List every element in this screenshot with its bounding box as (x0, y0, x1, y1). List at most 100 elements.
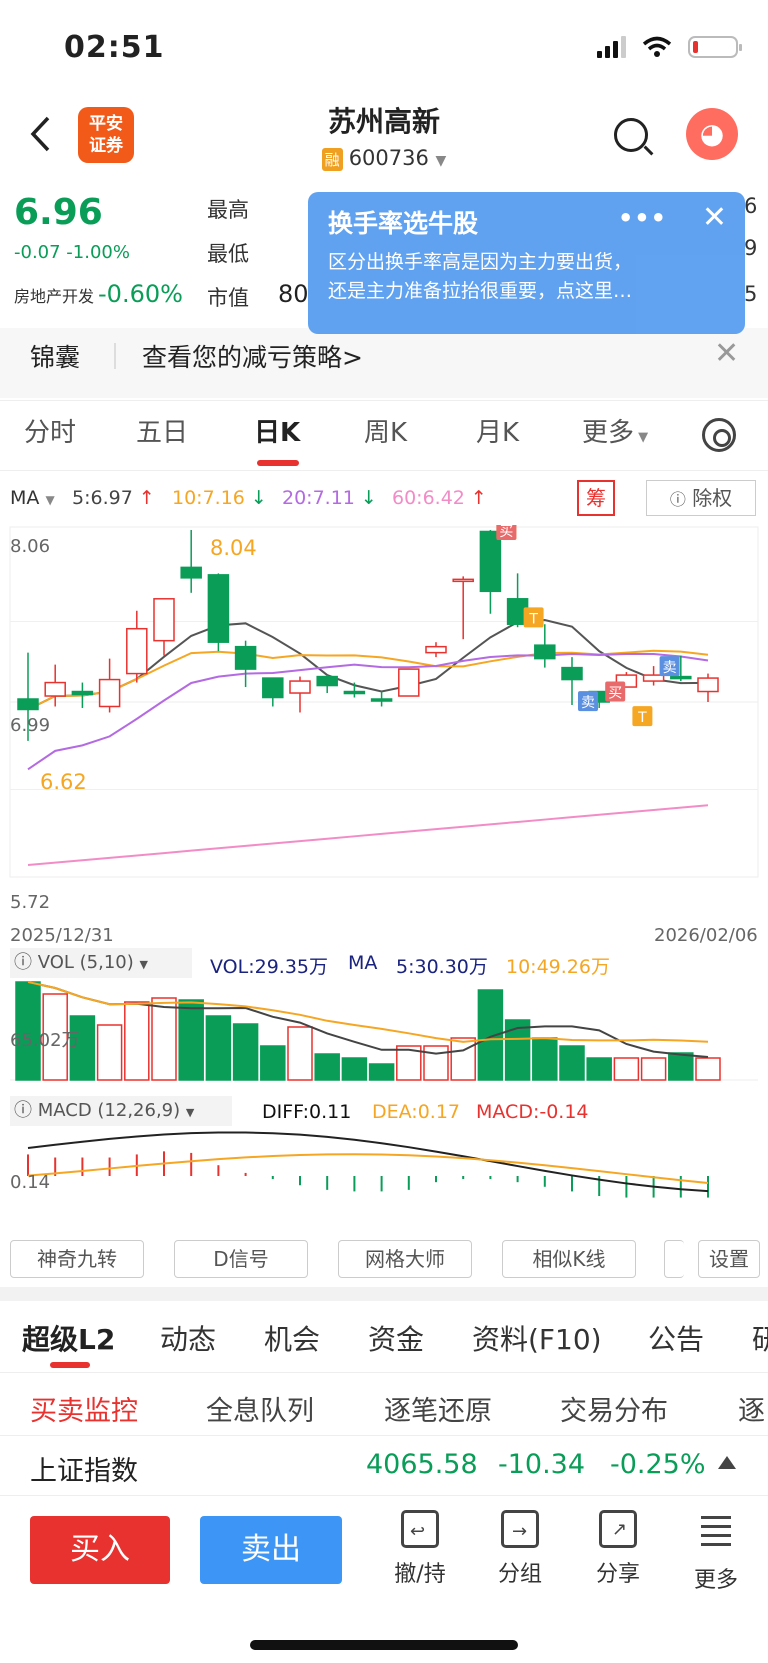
market-cap-value: 80 (278, 280, 309, 308)
sell-button[interactable]: 卖出 (200, 1516, 342, 1584)
tab-five-day[interactable]: 五日 (136, 418, 189, 448)
popup-body: 区分出换手率高是因为主力要出货， 还是主力准备拉抬很重要，点这里… (328, 251, 633, 302)
tab-weekly-k[interactable]: 周K (364, 418, 408, 448)
quote-edge-2: 9 (744, 236, 758, 260)
candlestick-chart[interactable]: TT买卖买T卖 (0, 525, 768, 925)
index-value: 4065.58 (366, 1449, 478, 1480)
cancel-hold-button[interactable]: ↩ 撤/持 (390, 1510, 450, 1588)
label-market-cap: 市值 (207, 286, 249, 310)
volume-bar (613, 1057, 640, 1081)
assistant-avatar[interactable]: ◕ (686, 108, 738, 160)
battery-icon (688, 36, 742, 58)
vol-indicator-selector[interactable]: ⓘ VOL (5,10) ▼ (10, 948, 192, 978)
candle-body (534, 644, 556, 660)
subtab-order-queue[interactable]: 全息队列 (206, 1396, 314, 1427)
macd-chart[interactable] (0, 1128, 768, 1232)
diff-line (27, 1131, 709, 1193)
date-end: 2026/02/06 (654, 925, 758, 946)
tool-partial[interactable] (664, 1240, 684, 1278)
subtab-bid-ask-monitor[interactable]: 买卖监控 (30, 1396, 138, 1427)
candle-body (126, 627, 148, 675)
tab-news[interactable]: 动态 (160, 1323, 217, 1356)
share-button[interactable]: ↗ 分享 (588, 1510, 648, 1588)
macd-indicator-selector[interactable]: ⓘ MACD (12,26,9) ▼ (10, 1096, 232, 1126)
tip-bar[interactable] (0, 328, 768, 398)
tab-f10[interactable]: 资料(F10) (472, 1323, 602, 1356)
volume-bar (423, 1045, 449, 1081)
more-button[interactable]: 更多 (686, 1510, 746, 1594)
volume-bar (314, 1053, 340, 1081)
turnover-popup[interactable]: 换手率选牛股 区分出换手率高是因为主力要出货， 还是主力准备拉抬很重要，点这里… … (308, 192, 745, 334)
candle-body (452, 578, 474, 583)
tip-close-icon[interactable]: ✕ (714, 336, 740, 371)
candle-body (262, 677, 284, 699)
volume-chart[interactable] (0, 980, 768, 1090)
macd-dea: DEA:0.17 (372, 1101, 461, 1123)
signal-badge (632, 706, 653, 727)
tool-grid-master[interactable]: 网格大师 (338, 1240, 472, 1278)
candle-body (98, 678, 121, 708)
ma20-value: 20:7.11 ↓ (282, 487, 377, 509)
subtab-trade-distribution[interactable]: 交易分布 (560, 1396, 668, 1427)
stock-code: 600736 (348, 146, 429, 170)
sector-change[interactable]: 房地产开发 -0.60% (14, 280, 183, 308)
index-name[interactable]: 上证指数 (30, 1456, 138, 1487)
candle-body (642, 674, 665, 682)
ma20-line (27, 652, 709, 771)
tab-announcements[interactable]: 公告 (648, 1323, 705, 1356)
stock-code-selector[interactable]: 融 600736 ▼ (0, 146, 768, 171)
tool-settings[interactable]: 设置 (698, 1240, 760, 1278)
subtab-tick-replay[interactable]: 逐笔还原 (384, 1396, 492, 1427)
ma-selector[interactable]: MA ▼ (10, 487, 55, 509)
caret-down-icon: ▼ (634, 430, 649, 445)
signal-badge (523, 607, 544, 628)
group-button[interactable]: → 分组 (490, 1510, 550, 1588)
volume-bar (205, 1015, 232, 1081)
vol-axis: 65.02万 (10, 1030, 80, 1051)
divider (0, 400, 768, 401)
ma60-line (27, 804, 709, 867)
tip-text[interactable]: 查看您的减亏策略> (142, 343, 363, 372)
signal-badge (659, 656, 680, 677)
tab-opportunity[interactable]: 机会 (264, 1323, 321, 1356)
buy-button[interactable]: 买入 (30, 1516, 170, 1584)
subtab-overflow[interactable]: 逐 (738, 1396, 765, 1427)
volume-bar (151, 997, 177, 1081)
chip-distribution-button[interactable]: 筹 (577, 480, 615, 516)
current-price: 6.96 (14, 192, 103, 233)
candle-body (17, 698, 39, 711)
volume-bar (532, 1037, 558, 1081)
candle-body (289, 680, 311, 694)
tab-funds[interactable]: 资金 (368, 1323, 425, 1356)
signal-icon (597, 36, 626, 58)
search-icon[interactable] (614, 118, 648, 152)
volume-bar (69, 1015, 96, 1081)
tab-more[interactable]: 更多 ▼ (582, 418, 649, 448)
candle-body (697, 677, 719, 693)
ex-rights-button[interactable]: ⓘ 除权 (646, 480, 756, 516)
popup-close-icon[interactable]: ✕ (701, 200, 727, 235)
volume-bar (15, 981, 41, 1081)
home-indicator (250, 1640, 518, 1650)
volume-bar (260, 1045, 286, 1081)
broker-logo[interactable]: 平安 证券 (78, 107, 134, 163)
popup-more-icon[interactable]: ••• (617, 204, 667, 232)
tool-d-signal[interactable]: D信号 (174, 1240, 308, 1278)
candle-body (153, 598, 175, 642)
volume-bar (640, 1057, 667, 1081)
tab-overflow[interactable]: 研 (752, 1323, 768, 1356)
tab-daily-k[interactable]: 日K (254, 418, 301, 448)
label-low: 最低 (207, 242, 249, 266)
expand-up-icon[interactable] (718, 1456, 736, 1469)
tab-intraday[interactable]: 分时 (24, 418, 77, 448)
chart-settings-icon[interactable] (702, 418, 736, 452)
tool-nine-turns[interactable]: 神奇九转 (10, 1240, 144, 1278)
tab-monthly-k[interactable]: 月K (476, 418, 520, 448)
back-chevron-icon[interactable] (28, 114, 52, 154)
tool-similar-k[interactable]: 相似K线 (502, 1240, 636, 1278)
price-axis-bottom: 5.72 (10, 892, 51, 913)
signal-text: T (528, 611, 538, 627)
menu-icon (697, 1516, 735, 1554)
tab-super-l2[interactable]: 超级L2 (22, 1323, 116, 1356)
candle-body (370, 698, 393, 702)
